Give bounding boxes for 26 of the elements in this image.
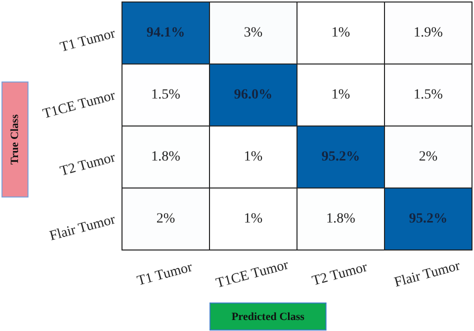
data-label: 1%: [331, 88, 350, 102]
data-label: 1%: [244, 150, 263, 164]
x-tick-label: T1 Tumor: [136, 260, 194, 290]
data-label: 1.8%: [151, 150, 181, 164]
y-tick-label: T2 Tumor: [58, 150, 118, 180]
x-axis-title: Predicted Class: [232, 311, 306, 323]
data-label: 94.1%: [146, 26, 185, 40]
y-tick-label: T1 Tumor: [58, 26, 118, 56]
y-tick-label: Flair Tumor: [48, 212, 118, 244]
data-label: 3%: [244, 26, 263, 40]
y-tick-label: T1CE Tumor: [41, 88, 118, 122]
x-tick-label: Flair Tumor: [392, 258, 462, 291]
data-label: 1.8%: [326, 212, 356, 226]
data-label: 95.2%: [322, 150, 360, 164]
data-label: 1.5%: [151, 88, 181, 102]
data-label: 95.2%: [409, 212, 448, 226]
data-label: 2%: [418, 150, 438, 164]
data-label: 1%: [244, 212, 263, 226]
x-tick-label: T1CE Tumor: [214, 258, 290, 292]
data-label: 96.0%: [234, 88, 272, 102]
data-label: 1%: [331, 26, 350, 40]
data-label: 2%: [156, 212, 176, 226]
x-tick-label: T2 Tumor: [310, 260, 370, 290]
data-label: 1.5%: [414, 88, 444, 102]
y-axis-title: True Class: [9, 114, 21, 165]
data-label: 1.9%: [414, 26, 444, 40]
